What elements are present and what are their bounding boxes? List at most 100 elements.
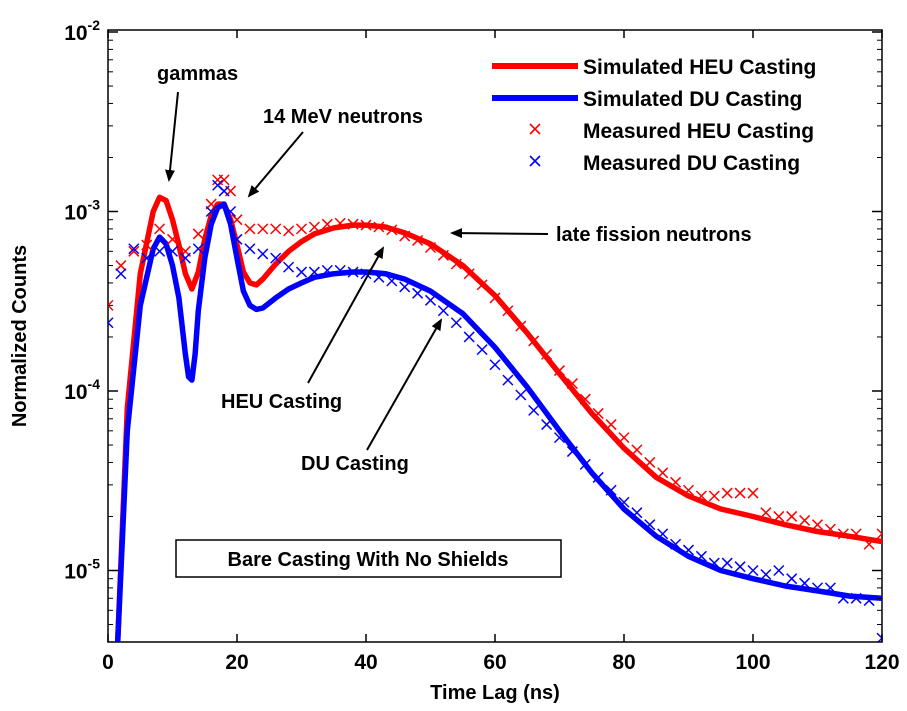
data-point (166, 233, 179, 245)
data-point (528, 404, 540, 416)
data-point (682, 544, 695, 556)
data-point (786, 573, 798, 585)
data-point (811, 582, 824, 594)
data-point (115, 260, 127, 272)
annotation-du-casting-arrow (366, 318, 442, 451)
data-point (347, 266, 359, 278)
data-point (192, 228, 204, 240)
data-point (721, 557, 733, 569)
tick-layer: 0 20 40 60 80 100 120 10-5 10-4 10-3 10-2 (64, 17, 899, 674)
data-point (708, 557, 720, 569)
data-point (321, 264, 333, 276)
data-point (515, 389, 527, 401)
data-point (695, 550, 707, 562)
data-point (553, 432, 566, 444)
data-point (489, 292, 501, 304)
y-tick-label: 10-3 (64, 197, 100, 225)
annotation-box (175, 539, 562, 578)
data-point (347, 218, 359, 230)
data-point (154, 223, 166, 235)
annotation-14mev: 14 MeV neutrons (263, 106, 423, 128)
annotation-heu-casting-arrow (307, 246, 384, 384)
data-point (747, 487, 759, 499)
data-point (463, 331, 475, 343)
annotation-du-casting: DU Casting (301, 453, 409, 475)
data-point (631, 444, 643, 456)
x-tick-label: 40 (354, 651, 377, 674)
legend: Simulated HEU Casting Simulated DU Casti… (492, 56, 816, 175)
data-point (876, 528, 882, 540)
data-point (108, 317, 114, 329)
data-point (734, 487, 746, 499)
data-point (115, 268, 127, 280)
data-point (231, 214, 243, 226)
data-point (644, 519, 656, 531)
data-point (515, 320, 527, 332)
series-points-measured-du-casting (108, 179, 882, 642)
data-point (412, 287, 424, 299)
data-point (386, 224, 398, 236)
data-point (708, 490, 720, 502)
data-point (837, 528, 849, 540)
data-point (386, 275, 398, 287)
series-points-measured-heu-casting (108, 174, 882, 550)
data-point (695, 490, 707, 502)
data-point (850, 528, 862, 540)
y-axis-title: Normalized Counts (9, 245, 31, 427)
data-point (863, 538, 875, 550)
data-point (437, 305, 449, 317)
annotation-14mev-arrow (247, 131, 304, 198)
data-point (360, 219, 372, 231)
x-tick-label: 0 (102, 651, 114, 674)
data-point (463, 268, 475, 280)
data-point (244, 243, 256, 255)
data-point (373, 271, 385, 283)
data-point (799, 514, 811, 526)
data-point (631, 507, 643, 519)
data-point (334, 217, 346, 229)
data-point (799, 577, 811, 589)
data-point (257, 223, 269, 235)
data-point (566, 446, 578, 458)
y-tick-label: 10-2 (64, 17, 100, 45)
annotation-box-text: Bare Casting With No Shields (228, 549, 509, 571)
data-point (618, 432, 630, 444)
data-point (670, 476, 682, 488)
x-axis-title: Time Lag (ns) (430, 682, 560, 704)
data-point (760, 568, 772, 581)
data-point (270, 223, 282, 235)
legend-label-meas-du: Measured DU Casting (583, 152, 800, 175)
data-point (773, 510, 785, 522)
data-point (128, 245, 140, 257)
data-point (218, 174, 230, 186)
annotation-late-fission-arrow (450, 228, 549, 239)
data-point (360, 268, 372, 280)
data-point (412, 234, 424, 246)
x-tick-label: 100 (735, 651, 770, 674)
data-point (760, 507, 772, 519)
annotation-late-fission: late fission neutrons (556, 224, 752, 246)
data-point (450, 317, 462, 329)
data-point (308, 266, 320, 278)
data-point (424, 241, 437, 254)
data-point (192, 243, 204, 255)
data-point (270, 252, 282, 264)
legend-label-sim-du: Simulated DU Casting (583, 88, 802, 111)
data-point (283, 261, 295, 273)
series-line-simulated-du-casting (114, 201, 882, 642)
data-point (244, 223, 256, 235)
data-point (218, 185, 230, 197)
data-point (605, 484, 617, 496)
data-point (257, 248, 269, 260)
legend-label-meas-heu: Measured HEU Casting (583, 120, 814, 143)
data-point (283, 225, 295, 237)
data-point (579, 393, 591, 405)
data-point (502, 374, 514, 386)
data-point (141, 239, 153, 251)
data-point (592, 407, 604, 419)
data-point (295, 223, 308, 235)
legend-label-sim-heu: Simulated HEU Casting (583, 56, 816, 79)
data-point (721, 487, 733, 499)
data-point (605, 419, 617, 431)
